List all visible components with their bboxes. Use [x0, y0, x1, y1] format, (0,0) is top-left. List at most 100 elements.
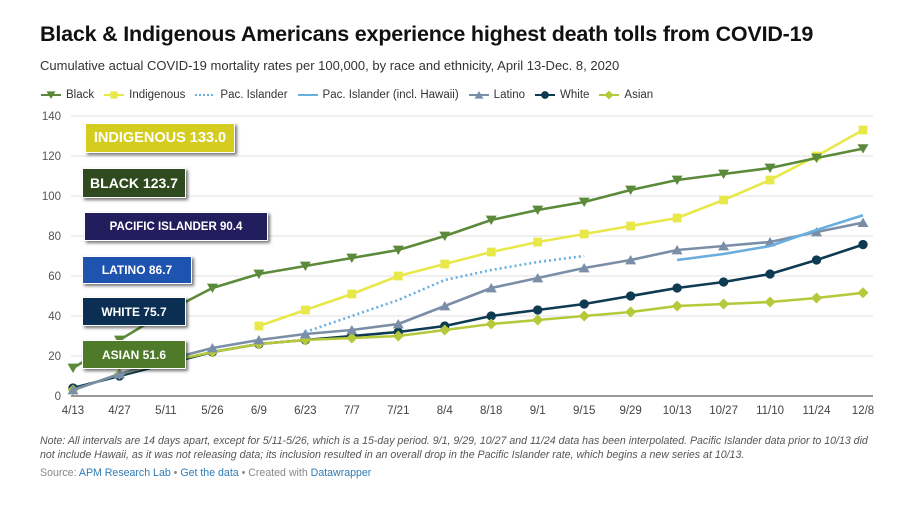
value-label-white: WHITE 75.7	[82, 297, 186, 326]
data-point	[578, 263, 590, 273]
x-tick-label: 5/26	[201, 405, 223, 417]
x-tick-label: 9/15	[573, 405, 595, 417]
data-point	[671, 300, 683, 312]
data-point	[113, 369, 125, 379]
data-point	[253, 335, 265, 345]
data-point	[439, 324, 451, 336]
x-tick-label: 10/13	[663, 405, 692, 417]
data-point	[858, 125, 868, 135]
data-point	[392, 330, 404, 342]
x-tick-label: 6/9	[251, 405, 267, 417]
data-point	[579, 299, 589, 309]
data-point	[206, 343, 218, 353]
legend-item-pac-islander-incl-hawaii: Pac. Islander (incl. Hawaii)	[297, 89, 459, 101]
series-line	[258, 128, 864, 328]
data-point	[532, 205, 544, 215]
data-point	[811, 227, 823, 237]
data-point	[485, 318, 497, 330]
get-data-link[interactable]: Get the data	[180, 467, 239, 479]
legend-label: White	[560, 89, 590, 101]
data-point	[439, 231, 451, 241]
data-point	[299, 329, 311, 339]
data-point	[346, 332, 358, 344]
data-point	[671, 245, 683, 255]
data-point	[392, 319, 404, 329]
data-point	[857, 144, 869, 154]
legend-swatch-icon	[468, 90, 489, 99]
legend-label: Black	[66, 89, 95, 101]
data-point	[718, 298, 730, 310]
data-point	[439, 301, 451, 311]
legend-swatch-icon	[41, 91, 61, 100]
x-tick-label: 11/24	[803, 405, 832, 417]
value-label-indigenous: INDIGENOUS 133.0	[85, 123, 235, 153]
data-point	[485, 215, 497, 225]
data-point	[347, 289, 357, 299]
data-point	[485, 283, 497, 293]
data-point	[67, 363, 79, 373]
legend-label: Indigenous	[129, 89, 186, 101]
y-tick-label: 120	[42, 151, 61, 163]
data-point	[718, 169, 730, 179]
source-link[interactable]: APM Research Lab	[78, 467, 171, 479]
legend-item-white: White	[534, 89, 589, 101]
data-point	[346, 253, 358, 263]
data-point	[626, 221, 636, 231]
value-label-latino: LATINO 86.7	[82, 256, 192, 284]
data-point	[765, 269, 775, 279]
x-tick-label: 6/23	[294, 405, 316, 417]
data-point	[811, 153, 823, 163]
data-point	[858, 239, 868, 250]
series-line	[676, 213, 864, 262]
created-with-text: • Created with	[238, 467, 311, 479]
data-point	[625, 185, 637, 195]
data-point	[719, 195, 728, 205]
data-point	[811, 255, 822, 265]
data-point	[532, 314, 544, 326]
value-label-asian: ASIAN 51.6	[82, 340, 186, 369]
data-point	[857, 287, 869, 299]
series-black	[67, 144, 869, 373]
y-tick-label: 80	[48, 231, 61, 243]
x-tick-label: 12/8	[852, 405, 874, 417]
legend-swatch-icon	[195, 94, 216, 96]
x-tick-label: 8/4	[437, 405, 454, 417]
legend: Black Indigenous Pac. Islander Pac. Islande…	[40, 86, 662, 104]
x-tick-label: 10/27	[709, 405, 738, 417]
data-point	[764, 163, 776, 173]
x-tick-label: 8/18	[480, 405, 502, 417]
data-point	[206, 283, 218, 293]
legend-label: Pac. Islander (incl. Hawaii)	[322, 89, 459, 101]
data-point	[300, 305, 310, 315]
legend-item-black: Black	[40, 89, 94, 101]
y-tick-label: 140	[42, 111, 61, 123]
legend-label: Pac. Islander	[220, 89, 288, 101]
legend-item-indigenous: Indigenous	[103, 89, 185, 101]
y-tick-label: 0	[55, 391, 61, 403]
series-line	[72, 147, 864, 370]
x-tick-label: 11/10	[756, 405, 784, 417]
data-point	[625, 255, 637, 265]
x-tick-label: 4/27	[108, 405, 130, 417]
data-point	[392, 245, 404, 255]
y-tick-label: 20	[48, 351, 61, 363]
series-indigenous	[254, 125, 868, 331]
data-point	[857, 217, 869, 227]
x-tick-label: 4/13	[62, 405, 84, 417]
source-separator: •	[170, 467, 181, 479]
data-point	[393, 271, 403, 281]
x-tick-label: 5/11	[155, 405, 177, 417]
y-tick-label: 40	[48, 311, 61, 323]
value-label-pacific: PACIFIC ISLANDER 90.4	[84, 212, 268, 241]
data-point	[533, 305, 543, 315]
data-point	[346, 325, 358, 335]
y-tick-label: 60	[48, 271, 61, 283]
series-line	[72, 291, 864, 392]
datawrapper-link[interactable]: Datawrapper	[310, 467, 372, 479]
data-point	[764, 296, 776, 308]
series-asian	[67, 287, 869, 396]
source-prefix: Source:	[40, 467, 79, 479]
legend-label: Latino	[493, 89, 526, 101]
legend-item-pac-islander: Pac. Islander	[194, 89, 288, 101]
x-tick-label: 7/21	[387, 405, 409, 417]
